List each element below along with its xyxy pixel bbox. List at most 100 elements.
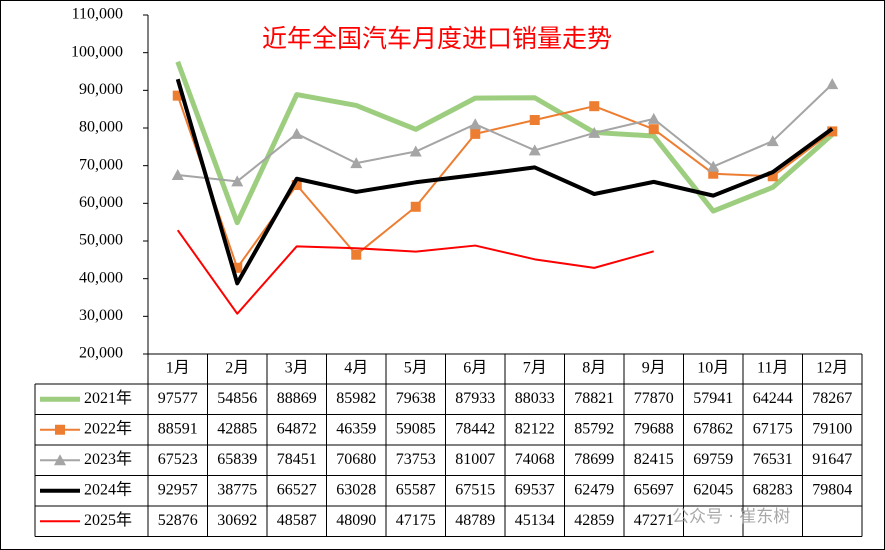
x-tick-label: 2月 [225,360,249,377]
series-line [177,83,833,183]
y-tick-label: 80,000 [79,119,123,136]
data-point [827,126,838,137]
data-point [589,101,600,112]
table-value: 88869 [277,390,317,407]
data-point [529,115,540,126]
table-value: 69759 [693,451,733,468]
table-value: 54856 [217,390,257,407]
data-point [351,249,362,260]
x-tick-label: 7月 [523,360,547,377]
data-point [291,179,302,190]
y-tick-label: 110,000 [72,6,123,23]
table-value: 78267 [812,390,852,407]
data-point [707,160,720,172]
x-tick-label: 9月 [642,360,666,377]
legend-label: 2023年 [84,450,132,468]
table-value: 88033 [515,390,555,407]
table-value: 70680 [336,451,376,468]
y-tick-label: 20,000 [79,345,123,362]
table-value: 47271 [634,512,674,529]
legend-label: 2024年 [84,480,132,498]
x-tick-label: 3月 [285,360,309,377]
table-value: 48090 [336,512,376,529]
table-value: 38775 [217,481,257,498]
table-value: 65587 [396,481,436,498]
table-value: 52876 [158,512,198,529]
x-tick-label: 10月 [697,360,729,377]
table-value: 63028 [336,481,376,498]
data-point [708,168,719,179]
series-line [175,60,834,226]
table-value: 42885 [217,420,257,437]
table-value: 78821 [574,390,614,407]
table-value: 79688 [634,420,674,437]
table-value: 82122 [515,420,555,437]
y-tick-label: 70,000 [79,156,123,173]
table-value: 45134 [515,512,555,529]
table-value: 78442 [455,420,495,437]
table-value: 48789 [455,512,495,529]
data-point [231,175,244,187]
table-value: 79100 [812,420,852,437]
table-value: 78451 [277,451,317,468]
legend-marker [54,454,66,466]
data-point [648,124,659,135]
data-point [588,126,601,138]
table-value: 67175 [753,420,793,437]
data-point [350,157,363,169]
data-point [470,128,481,139]
table-value: 67515 [455,481,495,498]
table-value: 69537 [515,481,555,498]
data-point [410,201,421,212]
series-line [176,229,655,315]
y-tick-label: 90,000 [79,81,123,98]
x-tick-label: 6月 [463,360,487,377]
data-point [647,112,660,124]
table-value: 73753 [396,451,436,468]
table-value: 97577 [158,390,198,407]
table-value: 59085 [396,420,436,437]
table-value: 79804 [812,481,852,498]
table-value: 66527 [277,481,317,498]
legend-label: 2022年 [84,419,132,437]
legend-marker [55,424,65,435]
y-tick-label: 50,000 [79,232,123,249]
y-tick-label: 100,000 [71,43,123,60]
chart-title: 近年全国汽车月度进口销量走势 [262,24,612,53]
legend-label: 2025年 [84,511,132,529]
table-value: 46359 [336,420,376,437]
table-value: 81007 [455,451,495,468]
data-point [826,78,839,90]
table-value: 64244 [753,390,793,407]
table-value: 74068 [515,451,555,468]
legend-label: 2021年 [84,389,132,407]
watermark: 公众号 · 崔东树 [672,507,790,527]
table-value: 65697 [634,481,674,498]
y-tick-label: 40,000 [79,269,123,286]
table-value: 91647 [812,451,852,468]
table-value: 57941 [693,390,733,407]
x-tick-label: 8月 [582,360,606,377]
x-tick-label: 12月 [816,360,848,377]
data-point [766,135,779,147]
table-value: 85982 [336,390,376,407]
table-value: 76531 [753,451,793,468]
table-value: 62479 [574,481,614,498]
data-point [528,144,541,156]
data-point [232,262,243,273]
table-value: 65839 [217,451,257,468]
data-point [171,168,184,180]
table-value: 67862 [693,420,733,437]
table-value: 30692 [217,512,257,529]
y-tick-label: 60,000 [79,194,123,211]
table-value: 62045 [693,481,733,498]
data-point [409,145,422,157]
data-point [290,127,303,139]
x-tick-label: 1月 [166,360,190,377]
table-value: 42859 [574,512,614,529]
y-tick-label: 30,000 [79,307,123,324]
table-value: 87933 [455,390,495,407]
table-value: 82415 [634,451,674,468]
table-value: 47175 [396,512,436,529]
